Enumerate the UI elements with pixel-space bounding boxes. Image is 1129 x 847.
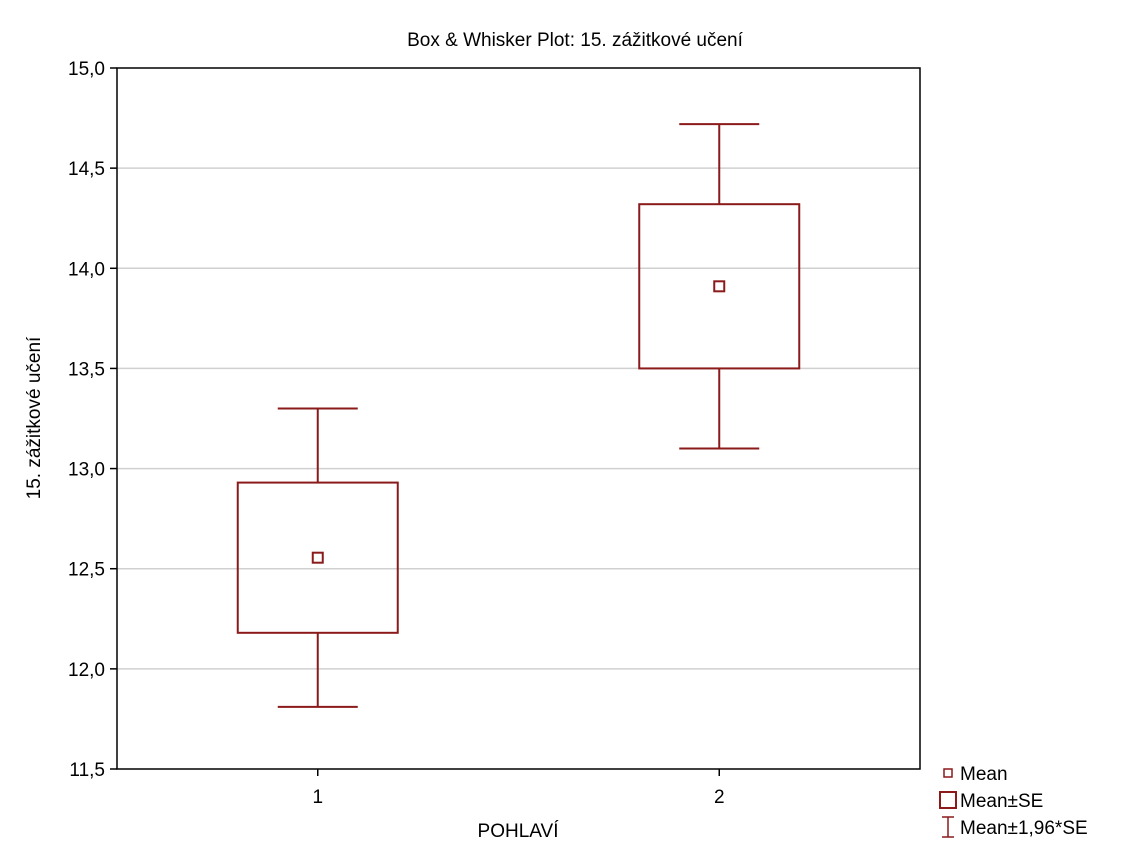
y-tick-label: 13,0 [68,460,105,481]
legend-label: Mean±SE [960,791,1043,812]
y-axis: 11,5 12,0 12,5 13,0 13,5 14,0 14,5 15,0 [68,59,117,781]
x-axis-label: POHLAVÍ [478,821,560,842]
legend-label: Mean [960,764,1008,785]
se-box [638,203,801,370]
se-box [236,481,399,634]
series-boxes [236,123,801,708]
y-tick-label: 12,5 [68,560,105,581]
mean-marker [713,280,726,293]
legend-box-symbol [939,791,957,809]
y-tick-label: 15,0 [68,59,105,80]
y-tick-label: 13,5 [68,359,105,380]
plot-frame [116,67,921,770]
y-tick-label: 14,5 [68,159,105,180]
gridlines [117,167,920,670]
box-group-2 [638,123,801,450]
x-tick-label: 2 [714,787,725,808]
y-axis-label: 15. zážitkové učení [24,336,45,499]
legend-label: Mean±1,96*SE [960,818,1088,839]
chart-title: Box & Whisker Plot: 15. zážitkové učení [407,30,744,51]
y-tick-label: 14,0 [68,259,105,280]
legend-mean-symbol [943,768,953,778]
y-tick-label: 12,0 [68,660,105,681]
mean-marker [311,551,324,564]
y-tick-label: 11,5 [69,760,105,781]
box-group-1 [236,407,399,708]
legend: Mean Mean±SE Mean±1,96*SE [939,764,1088,839]
x-tick-label: 1 [312,787,323,808]
